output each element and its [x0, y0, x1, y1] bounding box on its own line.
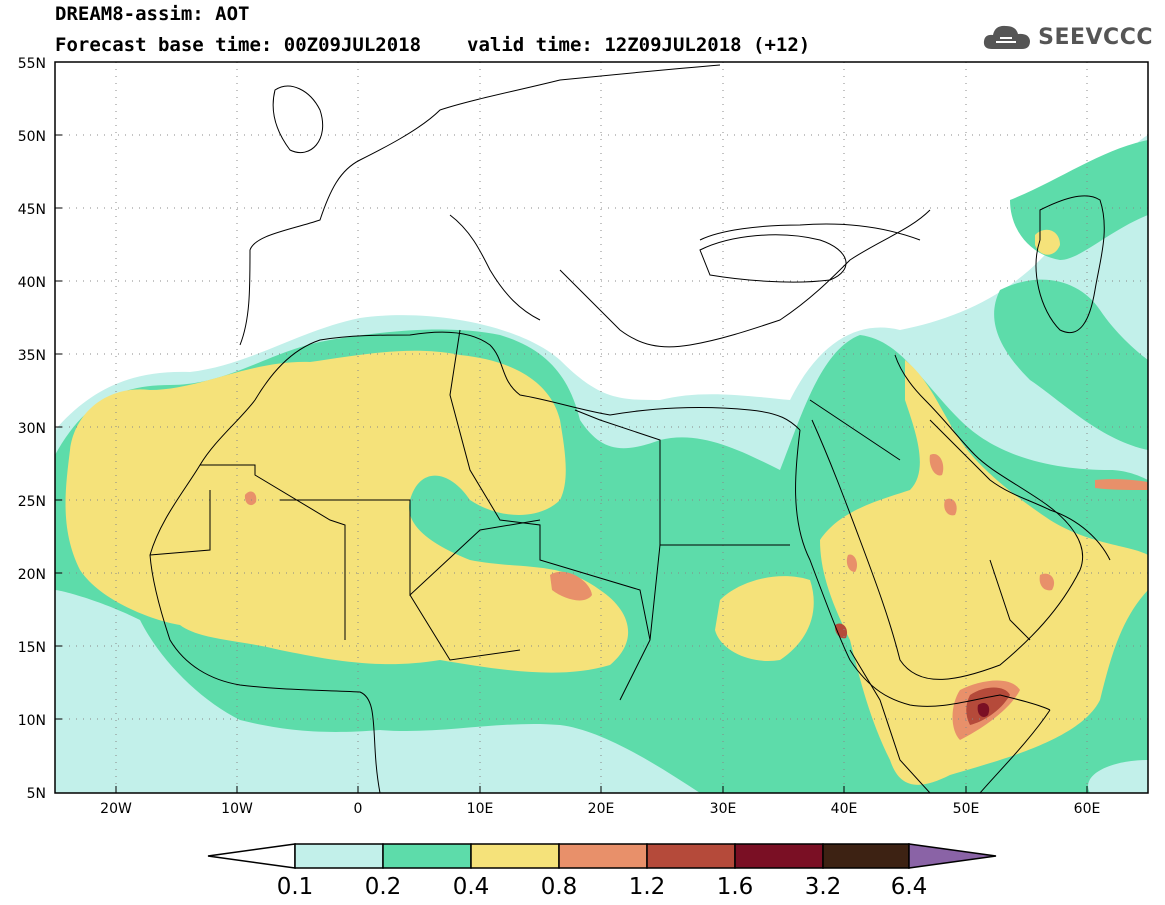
lat-tick-label: 30N: [18, 421, 46, 437]
colorbar-box: [822, 843, 910, 869]
lat-tick-label: 10N: [18, 713, 46, 729]
colorbar-box: [734, 843, 824, 869]
colorbar-label: 0.2: [365, 874, 402, 900]
seevccc-logo: SEEVCCC: [982, 22, 1153, 52]
cloud-icon: [984, 25, 1031, 49]
valid-time-label: valid time: 12Z09JUL2018 (+12): [467, 34, 811, 56]
colorbar: 0.1 0.2 0.4 0.8 1.2 1.6 3.2 6.4: [207, 843, 997, 900]
colorbar-label: 0.8: [541, 874, 578, 900]
lon-tick-label: 10E: [467, 801, 494, 817]
colorbar-box: [558, 843, 648, 869]
colorbar-label: 6.4: [891, 874, 928, 900]
lon-tick-label: 20E: [588, 801, 615, 817]
lon-tick-label: 40E: [831, 801, 858, 817]
grid-lines: [55, 62, 1148, 793]
lon-tick-label: 60E: [1074, 801, 1101, 817]
lon-tick-label: 20W: [100, 801, 132, 817]
aot-level-1-6: [977, 703, 990, 717]
colorbar-label: 0.1: [277, 874, 314, 900]
lat-axis: 5N 10N 15N 20N 25N 30N 35N 40N 45N 50N 5…: [18, 56, 46, 802]
tick-marks: [55, 134, 1088, 793]
colorbar-under-arrow: [207, 843, 296, 869]
lon-axis: 20W 10W 0 10E 20E 30E 40E 50E 60E: [100, 801, 1100, 817]
colorbar-label: 1.6: [717, 874, 754, 900]
lat-tick-label: 55N: [18, 56, 46, 72]
colorbar-label: 3.2: [805, 874, 842, 900]
colorbar-over-arrow: [908, 843, 997, 869]
lat-tick-label: 40N: [18, 275, 46, 291]
map-title: DREAM8-assim: AOT: [55, 3, 250, 25]
logo-text: SEEVCCC: [1038, 24, 1153, 50]
lat-tick-label: 50N: [18, 129, 46, 145]
lon-tick-label: 10W: [221, 801, 253, 817]
colorbar-box: [382, 843, 472, 869]
base-time-label: Forecast base time: 00Z09JUL2018: [55, 34, 422, 56]
lat-tick-label: 15N: [18, 640, 46, 656]
colorbar-box: [470, 843, 560, 869]
lon-tick-label: 0: [354, 801, 363, 817]
forecast-time-line: Forecast base time: 00Z09JUL2018 valid ti…: [55, 34, 810, 56]
lat-tick-label: 45N: [18, 202, 46, 218]
coastlines: [149, 64, 1111, 793]
lon-tick-label: 30E: [710, 801, 737, 817]
colorbar-label: 0.4: [453, 874, 490, 900]
lat-tick-label: 5N: [27, 786, 46, 802]
lat-tick-label: 20N: [18, 567, 46, 583]
colorbar-box: [294, 843, 384, 869]
aot-level-0-4: [65, 229, 1148, 785]
lat-tick-label: 25N: [18, 494, 46, 510]
colorbar-box: [646, 843, 736, 869]
lat-tick-label: 35N: [18, 348, 46, 364]
colorbar-label: 1.2: [629, 874, 666, 900]
lon-tick-label: 50E: [953, 801, 980, 817]
